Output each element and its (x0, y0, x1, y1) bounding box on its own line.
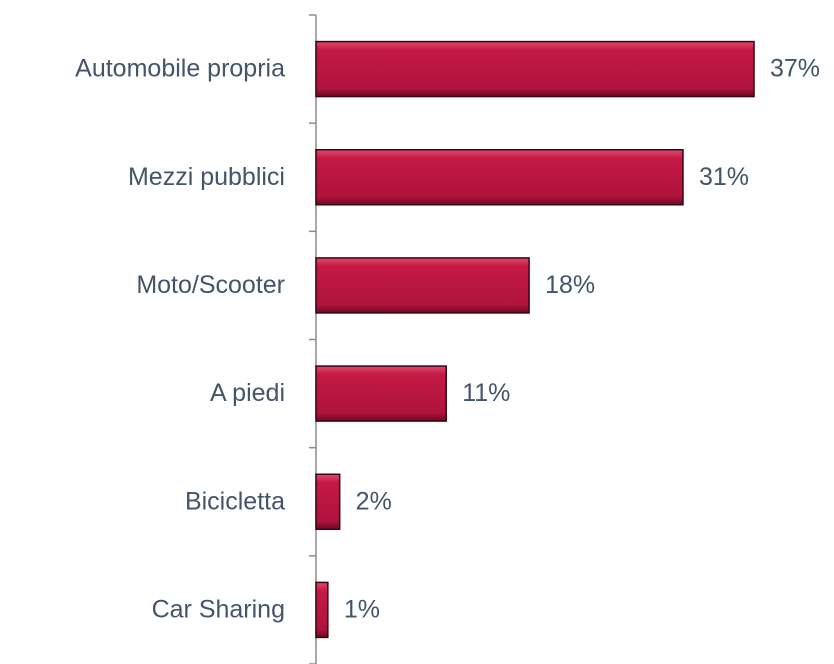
bar (315, 365, 447, 422)
category-label: Automobile propria (75, 55, 285, 83)
category-label: A piedi (210, 379, 285, 407)
value-label: 2% (356, 487, 392, 515)
value-label: 37% (770, 55, 820, 83)
bar (315, 149, 684, 206)
value-label: 1% (344, 596, 380, 624)
bar (315, 40, 755, 98)
value-label: 18% (545, 271, 595, 299)
value-label: 11% (462, 379, 510, 407)
bar (315, 257, 530, 314)
value-label: 31% (699, 163, 749, 191)
category-label: Mezzi pubblici (128, 163, 285, 191)
category-label: Bicicletta (185, 487, 285, 515)
bar (315, 581, 329, 639)
category-label: Car Sharing (152, 596, 285, 624)
bar (315, 473, 341, 530)
category-label: Moto/Scooter (136, 271, 285, 299)
